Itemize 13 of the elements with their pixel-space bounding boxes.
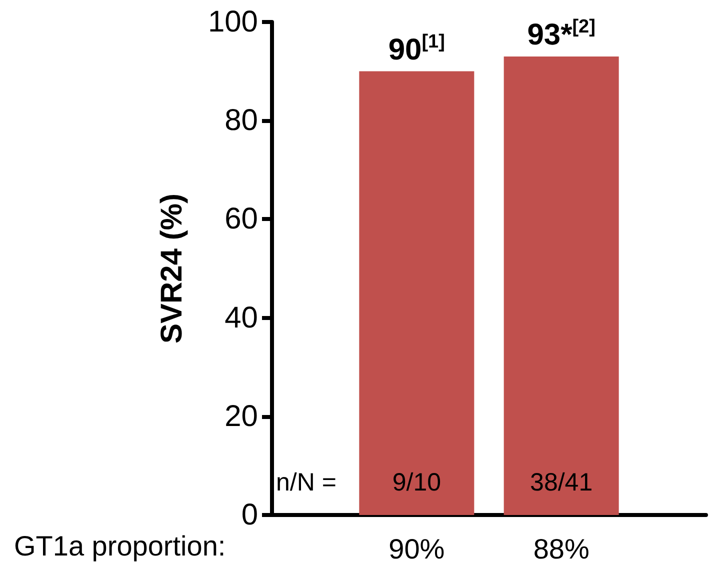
y-tick-label: 60 bbox=[224, 202, 258, 236]
annotation: n/N = bbox=[276, 468, 336, 496]
x-axis-title: GT1a proportion: bbox=[14, 530, 226, 562]
y-tick-label: 20 bbox=[224, 400, 258, 433]
y-tick-label: 80 bbox=[224, 104, 258, 138]
y-axis-title: SVR24 (%) bbox=[156, 193, 188, 344]
x-tick-label: 90% bbox=[388, 534, 445, 564]
y-tick-label: 0 bbox=[241, 498, 258, 532]
annotation: 9/10 bbox=[392, 468, 442, 496]
annotation: 38/41 bbox=[530, 468, 593, 496]
y-tick-label: 100 bbox=[208, 6, 258, 38]
x-tick-label: 88% bbox=[533, 534, 590, 564]
y-tick-label: 40 bbox=[224, 301, 258, 334]
